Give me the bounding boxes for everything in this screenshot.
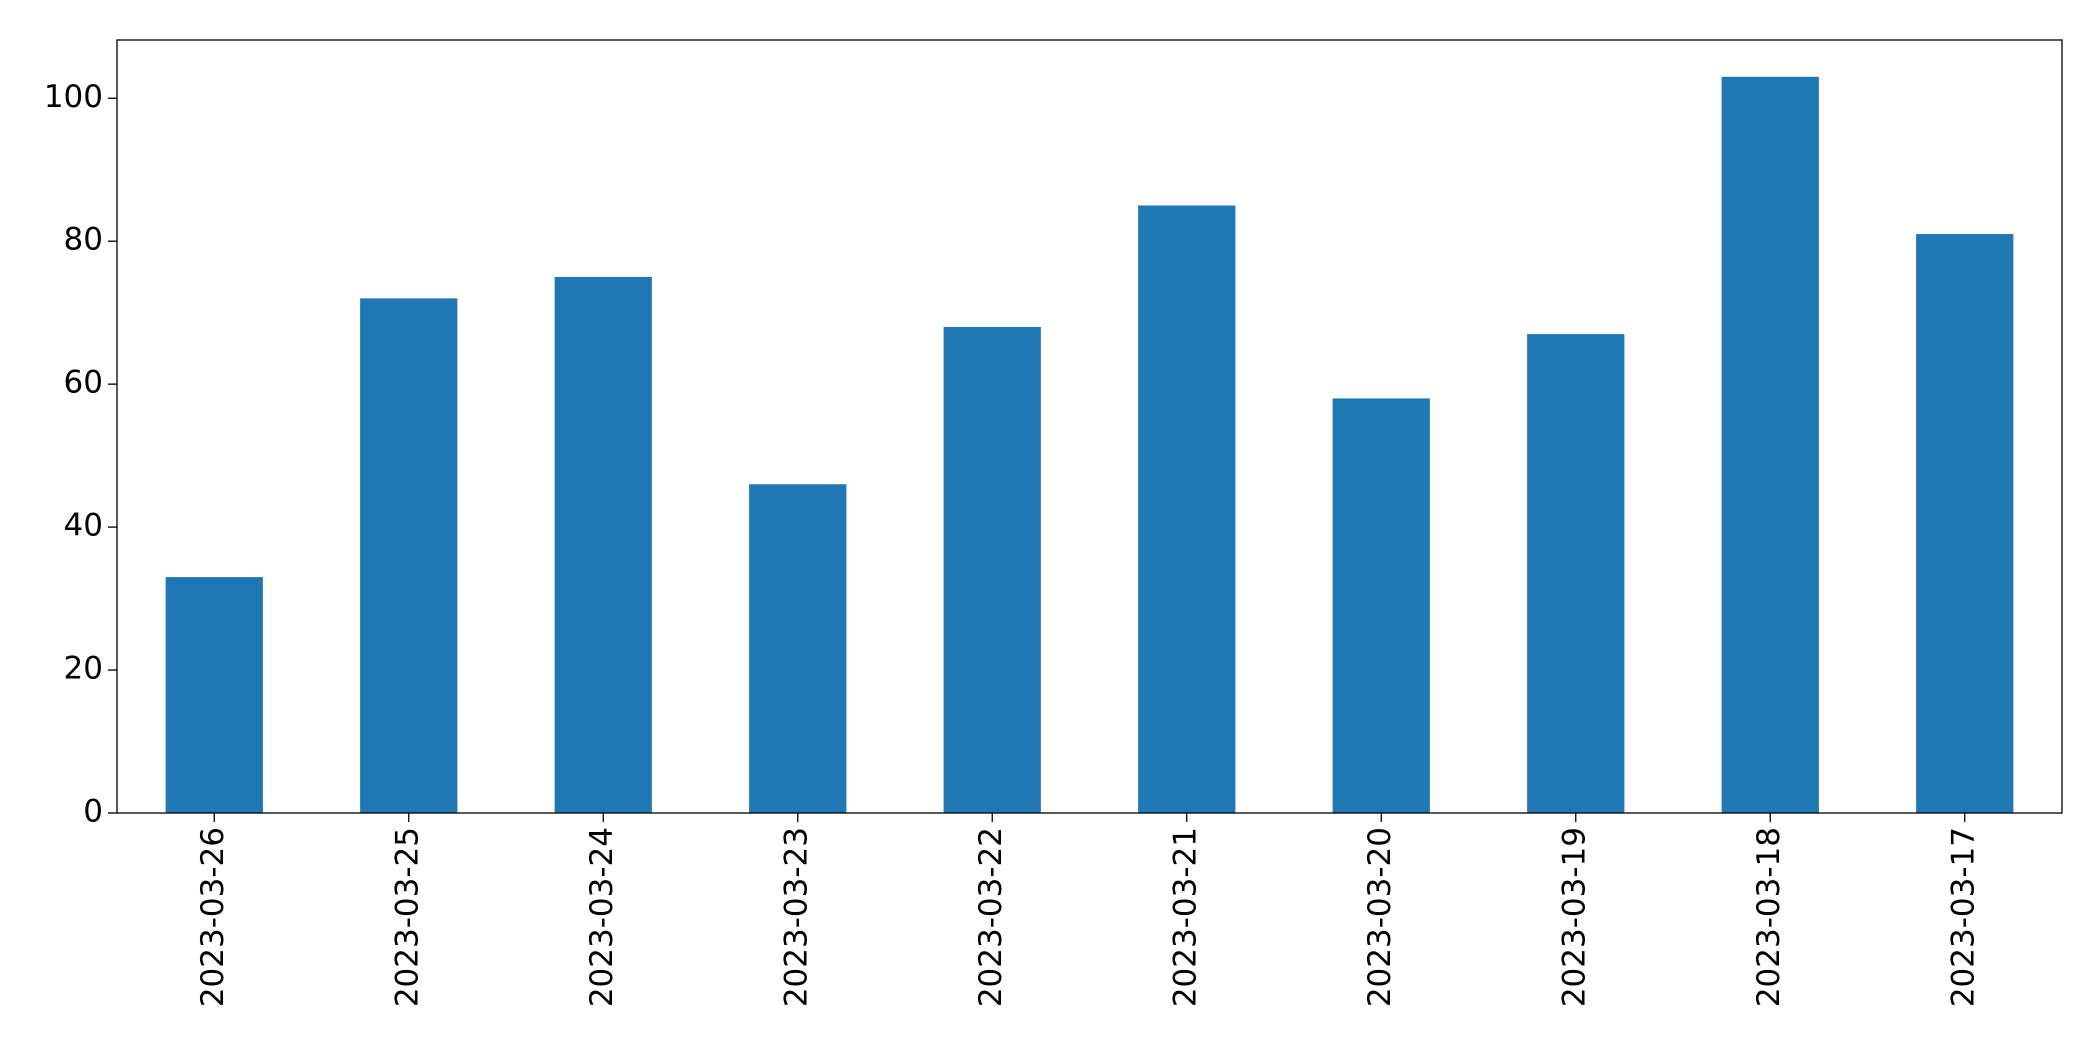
x-tick-label: 2023-03-23 [778,827,814,1007]
y-tick-label: 40 [64,508,103,544]
y-tick-label: 80 [64,222,103,258]
bar [360,298,458,813]
bar [165,577,263,813]
bar [1332,398,1430,813]
x-tick-label: 2023-03-25 [389,827,425,1007]
bar [1527,334,1625,813]
x-tick-label: 2023-03-17 [1945,827,1981,1007]
y-tick-label: 100 [44,79,103,115]
y-tick-label: 20 [64,651,103,687]
y-tick-label: 60 [64,365,103,401]
y-tick-label: 0 [83,794,103,830]
x-tick-label: 2023-03-20 [1362,827,1398,1007]
x-tick-label: 2023-03-21 [1167,827,1203,1007]
bar [1916,234,2014,814]
bar [1721,76,1819,814]
bar [749,484,847,813]
bar [943,326,1041,813]
x-tick-label: 2023-03-18 [1751,827,1787,1007]
x-tick-label: 2023-03-22 [973,827,1009,1007]
x-tick-label: 2023-03-26 [195,827,231,1007]
x-tick-label: 2023-03-24 [584,827,620,1007]
plot-frame [116,39,2063,814]
x-tick-label: 2023-03-19 [1556,827,1592,1007]
bar [554,276,652,813]
bar [1138,205,1236,813]
